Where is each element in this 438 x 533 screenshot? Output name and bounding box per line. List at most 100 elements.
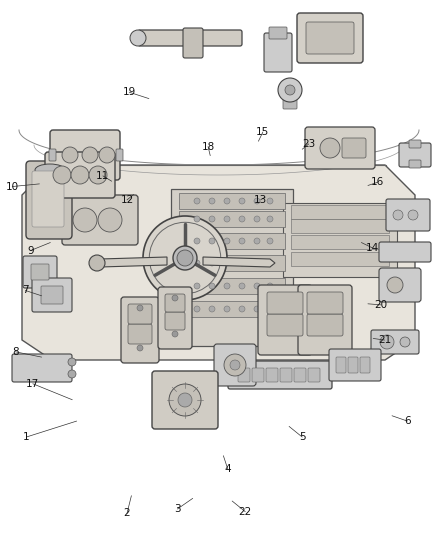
Circle shape <box>209 306 215 312</box>
FancyBboxPatch shape <box>183 28 203 58</box>
Circle shape <box>98 208 122 232</box>
Text: 4: 4 <box>224 464 231 474</box>
Circle shape <box>239 198 245 204</box>
FancyBboxPatch shape <box>294 368 306 382</box>
Circle shape <box>320 138 340 158</box>
Circle shape <box>239 283 245 289</box>
Circle shape <box>267 238 273 244</box>
Circle shape <box>209 283 215 289</box>
Text: 5: 5 <box>299 432 306 442</box>
FancyBboxPatch shape <box>179 233 285 249</box>
FancyBboxPatch shape <box>264 33 292 72</box>
FancyBboxPatch shape <box>291 205 389 219</box>
FancyBboxPatch shape <box>171 189 293 346</box>
Circle shape <box>254 260 260 266</box>
Circle shape <box>172 295 178 301</box>
FancyBboxPatch shape <box>49 149 56 161</box>
FancyBboxPatch shape <box>308 368 320 382</box>
FancyBboxPatch shape <box>45 152 115 198</box>
Text: 17: 17 <box>26 379 39 389</box>
Text: 20: 20 <box>374 300 388 310</box>
FancyBboxPatch shape <box>336 357 346 373</box>
Circle shape <box>137 305 143 311</box>
FancyBboxPatch shape <box>291 235 389 249</box>
Circle shape <box>230 360 240 370</box>
Text: 14: 14 <box>366 243 379 253</box>
Circle shape <box>254 238 260 244</box>
FancyBboxPatch shape <box>158 287 192 349</box>
Circle shape <box>224 354 246 376</box>
Circle shape <box>267 198 273 204</box>
Text: 6: 6 <box>404 416 411 426</box>
FancyBboxPatch shape <box>32 171 64 227</box>
FancyBboxPatch shape <box>280 368 292 382</box>
Circle shape <box>267 216 273 222</box>
FancyBboxPatch shape <box>307 292 343 314</box>
FancyBboxPatch shape <box>165 294 185 312</box>
Circle shape <box>254 198 260 204</box>
FancyBboxPatch shape <box>266 368 278 382</box>
FancyBboxPatch shape <box>329 349 381 381</box>
FancyBboxPatch shape <box>305 127 375 169</box>
FancyBboxPatch shape <box>128 324 152 344</box>
Circle shape <box>194 260 200 266</box>
Circle shape <box>254 283 260 289</box>
Circle shape <box>224 260 230 266</box>
Circle shape <box>239 238 245 244</box>
FancyBboxPatch shape <box>179 278 285 294</box>
FancyBboxPatch shape <box>62 195 138 245</box>
Circle shape <box>239 306 245 312</box>
Circle shape <box>178 393 192 407</box>
Circle shape <box>194 238 200 244</box>
Text: 21: 21 <box>378 335 391 345</box>
FancyBboxPatch shape <box>291 219 389 233</box>
Text: 15: 15 <box>256 127 269 137</box>
FancyBboxPatch shape <box>128 304 152 324</box>
Polygon shape <box>22 165 415 360</box>
Circle shape <box>278 78 302 102</box>
Circle shape <box>285 85 295 95</box>
Circle shape <box>73 208 97 232</box>
Circle shape <box>267 283 273 289</box>
Polygon shape <box>90 257 167 267</box>
Circle shape <box>71 166 89 184</box>
FancyBboxPatch shape <box>269 27 287 39</box>
Circle shape <box>380 335 394 349</box>
Circle shape <box>68 370 76 378</box>
Text: 2: 2 <box>124 508 131 518</box>
Text: 11: 11 <box>96 171 110 181</box>
Circle shape <box>89 255 105 271</box>
Circle shape <box>400 337 410 347</box>
FancyBboxPatch shape <box>214 344 256 386</box>
FancyBboxPatch shape <box>371 330 419 354</box>
FancyBboxPatch shape <box>165 275 205 295</box>
Circle shape <box>387 277 403 293</box>
Circle shape <box>62 147 78 163</box>
FancyBboxPatch shape <box>409 140 421 148</box>
FancyBboxPatch shape <box>32 278 72 312</box>
Text: 7: 7 <box>22 286 29 295</box>
Text: 1: 1 <box>23 432 30 442</box>
Circle shape <box>224 216 230 222</box>
FancyBboxPatch shape <box>252 368 264 382</box>
Circle shape <box>194 216 200 222</box>
Circle shape <box>267 306 273 312</box>
FancyBboxPatch shape <box>348 357 358 373</box>
Circle shape <box>224 198 230 204</box>
Circle shape <box>82 147 98 163</box>
FancyBboxPatch shape <box>228 361 332 389</box>
Text: 16: 16 <box>371 177 384 187</box>
Circle shape <box>239 260 245 266</box>
FancyBboxPatch shape <box>379 242 431 262</box>
Polygon shape <box>203 257 275 267</box>
FancyBboxPatch shape <box>179 211 285 227</box>
Circle shape <box>194 283 200 289</box>
Circle shape <box>254 216 260 222</box>
FancyBboxPatch shape <box>298 285 352 355</box>
FancyBboxPatch shape <box>12 354 72 382</box>
FancyBboxPatch shape <box>238 368 250 382</box>
Text: 19: 19 <box>123 87 136 97</box>
Circle shape <box>68 358 76 366</box>
Circle shape <box>137 345 143 351</box>
Circle shape <box>194 198 200 204</box>
